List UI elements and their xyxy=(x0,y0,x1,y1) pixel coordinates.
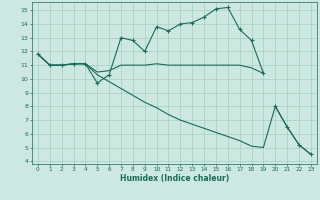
X-axis label: Humidex (Indice chaleur): Humidex (Indice chaleur) xyxy=(120,174,229,183)
